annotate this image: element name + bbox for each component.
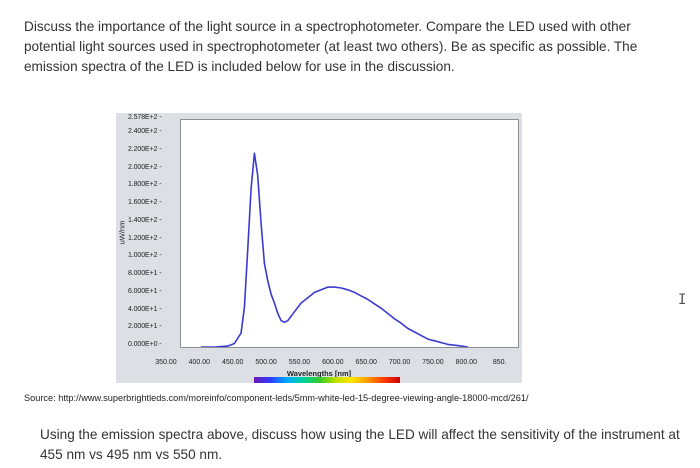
y-tick-label: 0.000E+0 - bbox=[128, 341, 162, 348]
y-tick-label: 6.000E+1 - bbox=[128, 287, 162, 295]
x-tick-label: 700.00 bbox=[388, 359, 411, 366]
x-tick-label: 350.00 bbox=[155, 359, 177, 366]
y-tick-label: 2.578E+2 - bbox=[128, 114, 162, 121]
y-tick-label: 1.400E+2 - bbox=[128, 216, 162, 224]
x-tick-label: 500.00 bbox=[255, 359, 277, 366]
y-tick-label: 2.000E+2 - bbox=[128, 163, 162, 171]
y-tick-label: 1.000E+2 - bbox=[128, 252, 162, 260]
x-tick-label: 750.00 bbox=[422, 359, 444, 366]
question-2-text: Using the emission spectra above, discus… bbox=[40, 427, 680, 462]
x-tick-label: 850. bbox=[492, 359, 507, 366]
y-tick-label: 1.800E+2 - bbox=[128, 181, 162, 189]
y-tick-label: 1.600E+2 - bbox=[128, 199, 162, 206]
x-tick-label: 550.00 bbox=[288, 359, 311, 366]
y-tick-label: 2.400E+2 - bbox=[128, 128, 162, 135]
y-tick-label: 1.200E+2 - bbox=[128, 234, 162, 242]
question-text: Discuss the importance of the light sour… bbox=[24, 19, 638, 74]
x-tick-label: 650.00 bbox=[355, 359, 377, 366]
text-cursor-icon: I bbox=[678, 292, 687, 308]
y-axis-ticks: 2.578E+2 - 2.400E+2 - 2.200E+2 - 2.000E+2 -… bbox=[116, 113, 180, 383]
x-tick-label: 450.00 bbox=[222, 359, 244, 366]
x-tick-label: 600.00 bbox=[322, 359, 344, 366]
plot-area bbox=[180, 119, 519, 348]
spectrum-line bbox=[201, 152, 469, 348]
visible-spectrum-colorbar bbox=[254, 377, 400, 383]
y-axis-label: uW/nm bbox=[117, 220, 127, 245]
source-citation[interactable]: Source: http://www.superbrightleds.com/m… bbox=[24, 393, 529, 403]
x-axis-label: Wavelengths [nm] bbox=[286, 369, 352, 378]
emission-spectrum-figure: 2.578E+2 - 2.400E+2 - 2.200E+2 - 2.000E+2 -… bbox=[116, 113, 522, 383]
x-tick-label: 400.00 bbox=[188, 359, 211, 366]
spectrum-chart bbox=[201, 152, 469, 348]
y-tick-label: 4.000E+1 - bbox=[128, 305, 162, 313]
y-tick-label: 8.000E+1 - bbox=[128, 270, 162, 277]
y-tick-label: 2.000E+1 - bbox=[128, 323, 162, 331]
x-tick-label: 800.00 bbox=[455, 359, 478, 366]
y-tick-label: 2.200E+2 - bbox=[128, 145, 162, 153]
